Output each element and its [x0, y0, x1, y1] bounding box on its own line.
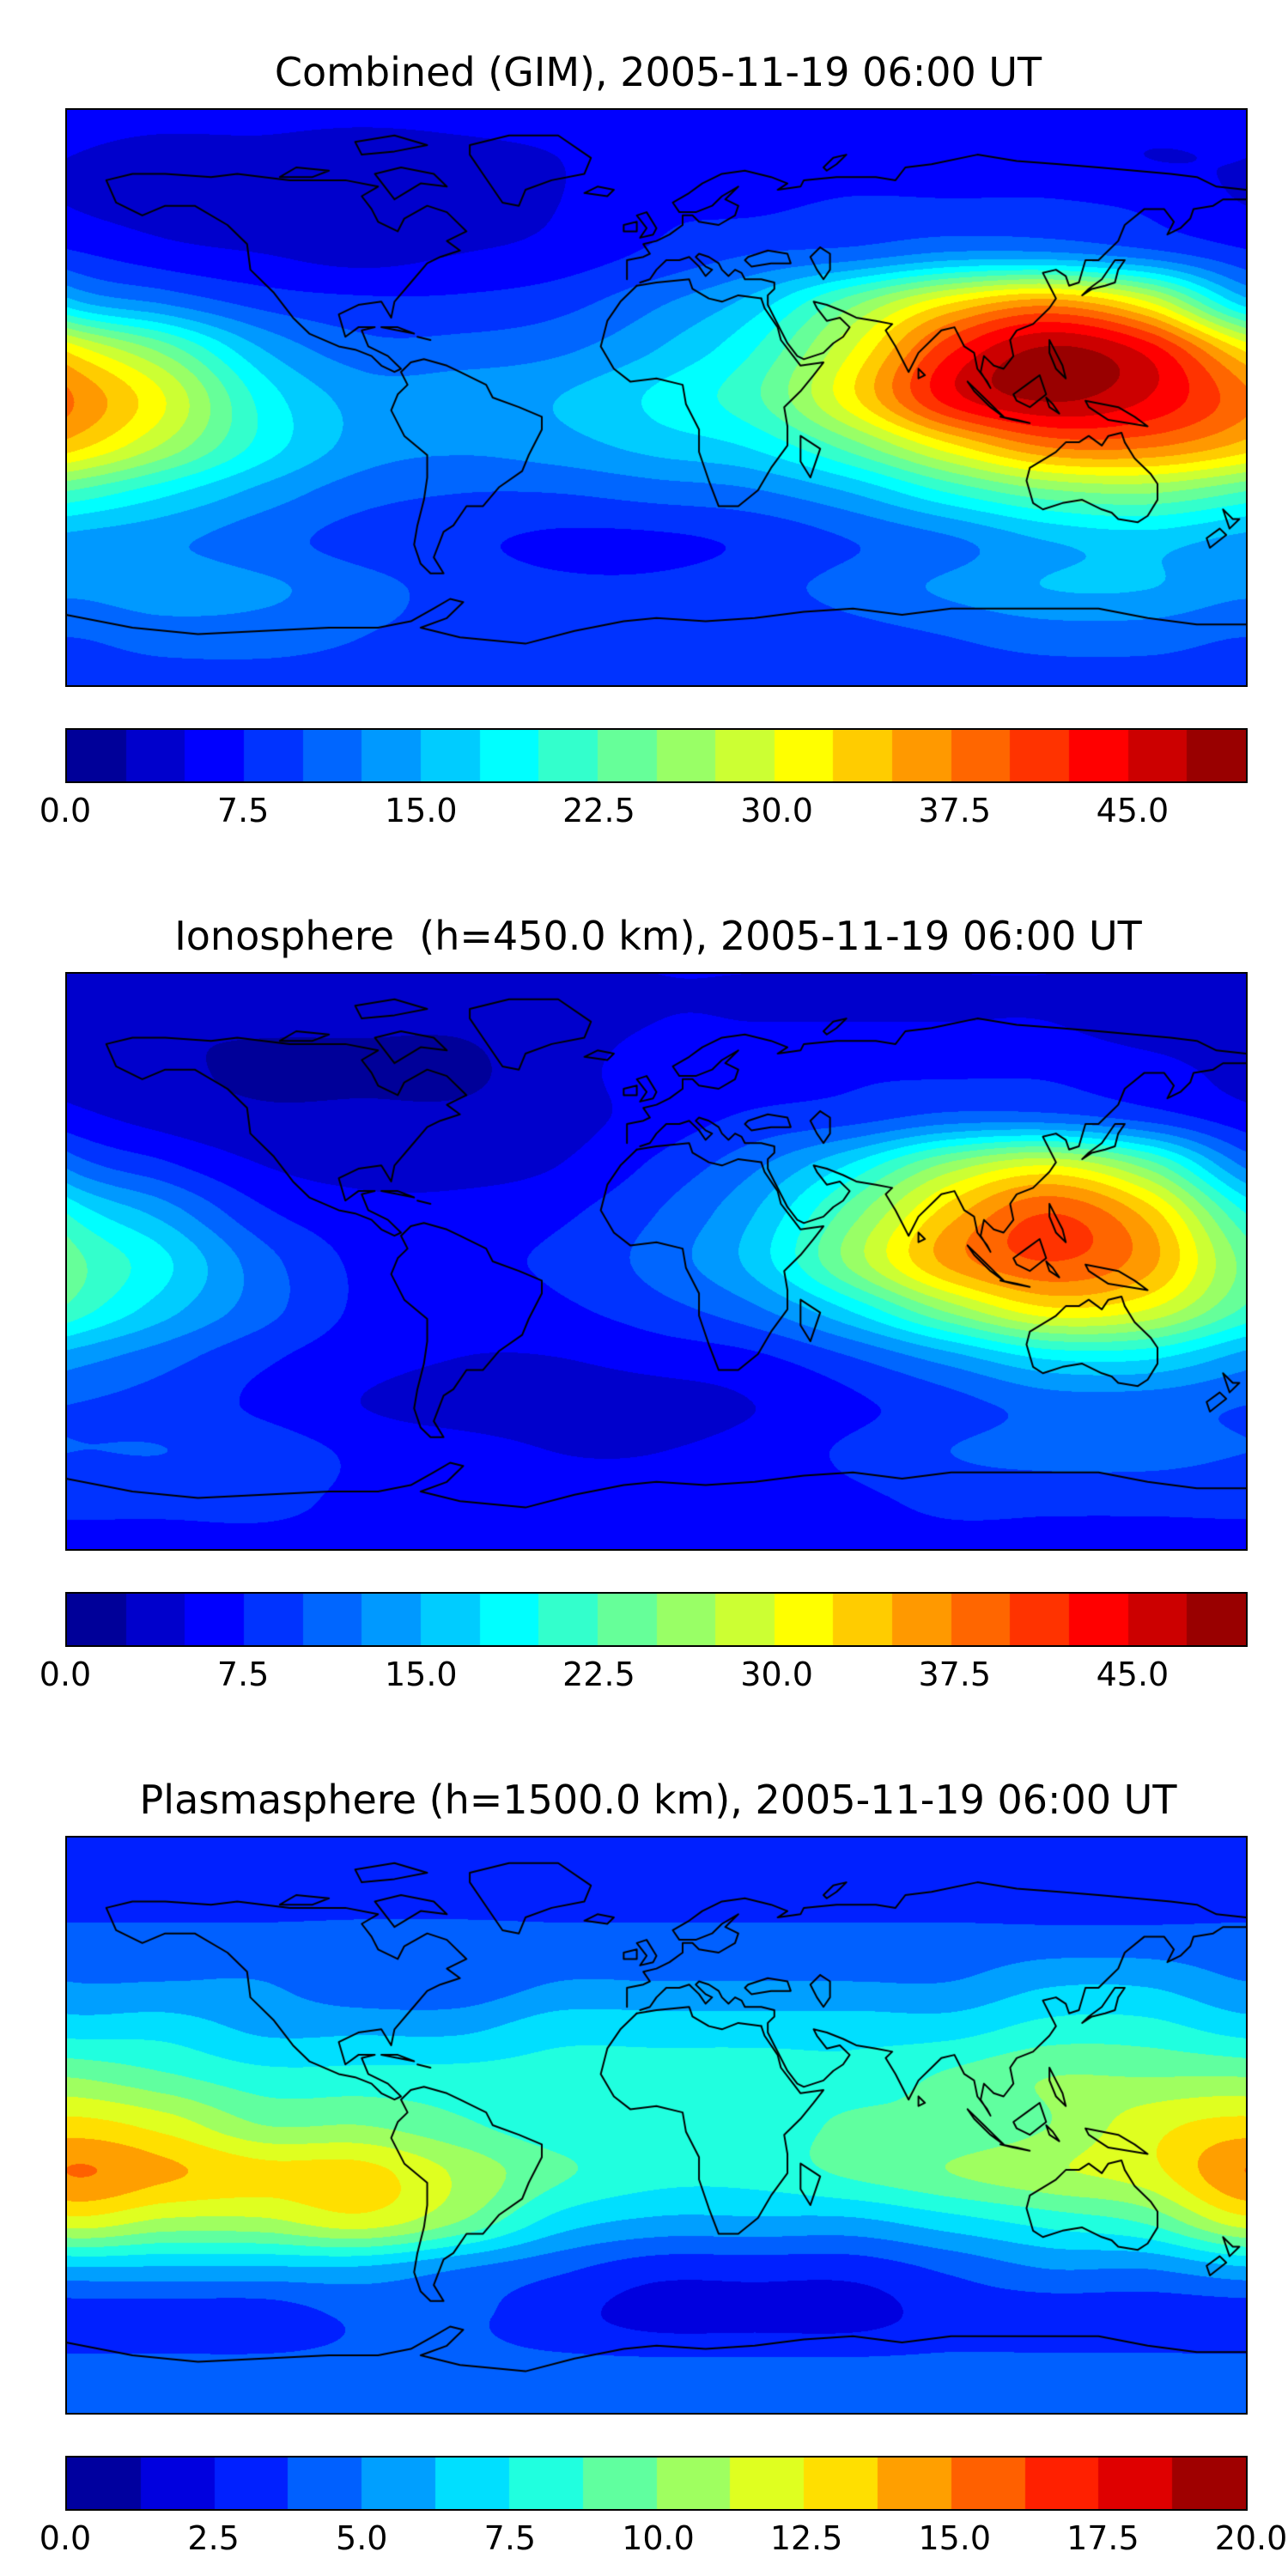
colorbar-tick-label: 2.5: [187, 2519, 240, 2557]
colorbar-tick-label: 15.0: [384, 792, 458, 829]
colorbar-tick-label: 37.5: [918, 792, 992, 829]
tec-heatmap-canvas-plasmasphere: [67, 1838, 1246, 2413]
colorbar-tick-label: 0.0: [39, 792, 92, 829]
panel-title-combined: Combined (GIM), 2005-11-19 06:00 UT: [274, 49, 1042, 95]
colorbar-tick-label: 0.0: [39, 2519, 92, 2557]
colorbar-ticks-plasmasphere: 0.0 2.5 5.0 7.5 10.0 12.5 15.0 17.5 20.0: [39, 2519, 1288, 2562]
colorbar-tick-label: 5.0: [336, 2519, 388, 2557]
panel-title-ionosphere: Ionosphere (h=450.0 km), 2005-11-19 06:0…: [174, 913, 1142, 959]
map-plasmasphere: [65, 1836, 1248, 2415]
colorbar-tick-label: 37.5: [918, 1656, 992, 1693]
colorbar-tick-label: 10.0: [622, 2519, 695, 2557]
colorbar-tick-label: 20.0: [1214, 2519, 1288, 2557]
colorbar-tick-label: 45.0: [1096, 792, 1170, 829]
colorbar-tick-label: 45.0: [1096, 1656, 1170, 1693]
map-combined: [65, 108, 1248, 687]
colorbar-tick-label: 12.5: [769, 2519, 843, 2557]
colorbar-ionosphere: [65, 1592, 1248, 1647]
colorbar-ticks-combined: 0.0 7.5 15.0 22.5 30.0 37.5 45.0: [39, 792, 1251, 835]
panel-combined: Combined (GIM), 2005-11-19 06:00 UT 0.0 7…: [39, 48, 1251, 835]
colorbar-canvas-plasmasphere: [67, 2458, 1246, 2509]
colorbar-tick-label: 7.5: [216, 792, 270, 829]
colorbar-tick-label: 15.0: [918, 2519, 992, 2557]
colorbar-ticks-ionosphere: 0.0 7.5 15.0 22.5 30.0 37.5 45.0: [39, 1656, 1251, 1698]
colorbar-tick-label: 17.5: [1066, 2519, 1139, 2557]
tec-heatmap-canvas-combined: [67, 110, 1246, 685]
panel-plasmasphere: Plasmasphere (h=1500.0 km), 2005-11-19 0…: [39, 1776, 1288, 2562]
colorbar-tick-label: 30.0: [740, 792, 813, 829]
colorbar-tick-label: 22.5: [562, 1656, 635, 1693]
colorbar-tick-label: 7.5: [216, 1656, 270, 1693]
colorbar-plasmasphere: [65, 2456, 1248, 2511]
panel-title-plasmasphere: Plasmasphere (h=1500.0 km), 2005-11-19 0…: [139, 1777, 1177, 1823]
map-ionosphere: [65, 972, 1248, 1551]
panel-ionosphere: Ionosphere (h=450.0 km), 2005-11-19 06:0…: [39, 912, 1251, 1698]
colorbar-tick-label: 7.5: [483, 2519, 537, 2557]
colorbar-tick-label: 22.5: [562, 792, 635, 829]
colorbar-tick-label: 15.0: [384, 1656, 458, 1693]
colorbar-combined: [65, 728, 1248, 783]
colorbar-canvas-ionosphere: [67, 1594, 1246, 1645]
colorbar-tick-label: 0.0: [39, 1656, 92, 1693]
colorbar-canvas-combined: [67, 730, 1246, 781]
tec-heatmap-canvas-ionosphere: [67, 974, 1246, 1549]
colorbar-tick-label: 30.0: [740, 1656, 813, 1693]
